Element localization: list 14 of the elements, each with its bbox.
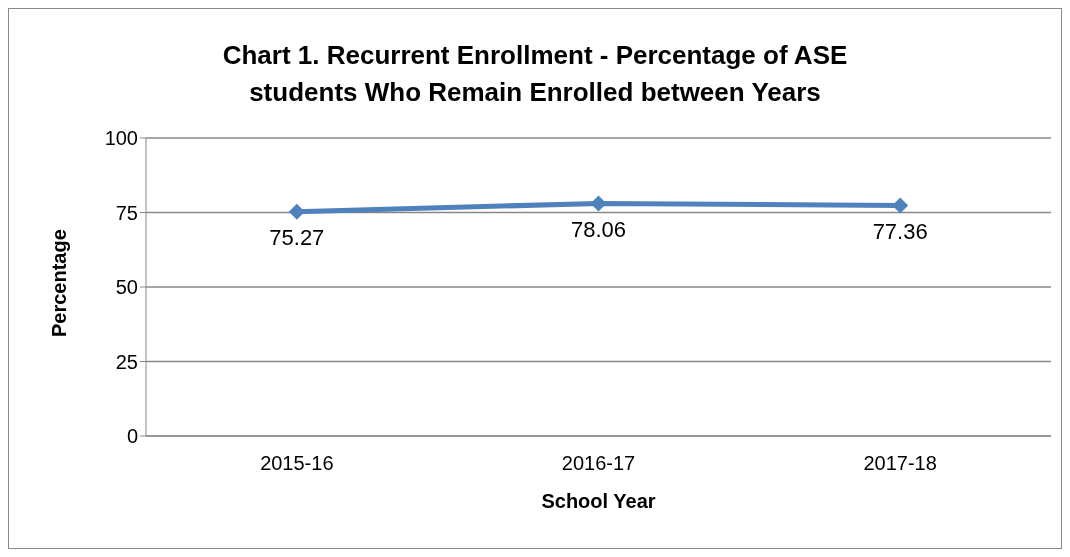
y-tick-label: 50 [115, 276, 138, 299]
y-tick-label: 100 [104, 127, 138, 150]
x-tick-label: 2016-17 [561, 452, 636, 475]
data-label: 77.36 [872, 219, 928, 245]
chart-title: Chart 1. Recurrent Enrollment - Percentage of ASE students Who Remain Enrolled between Years [221, 39, 849, 109]
x-tick-label: 2015-16 [260, 452, 334, 475]
y-axis-title: Percentage [48, 229, 71, 337]
data-label: 78.06 [570, 217, 627, 242]
y-tick-label: 75 [115, 201, 138, 224]
data-label: 75.27 [269, 225, 325, 251]
y-tick-label: 0 [126, 425, 138, 448]
x-tick-label: 2017-18 [863, 452, 937, 475]
y-tick-label: 25 [115, 350, 138, 373]
x-axis-title: School Year [541, 490, 656, 512]
